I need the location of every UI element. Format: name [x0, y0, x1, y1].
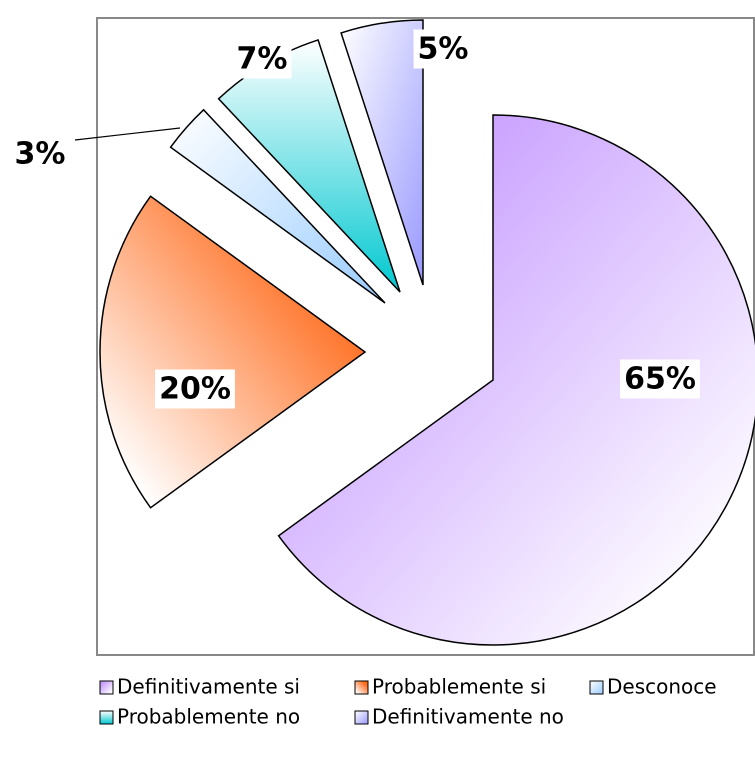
pie-slice [99, 195, 367, 509]
label-background [155, 369, 235, 409]
label-background [620, 359, 700, 399]
legend-swatch [589, 680, 604, 695]
legend-swatch [99, 680, 114, 695]
pie-slice [277, 114, 755, 646]
leader-line [74, 127, 181, 141]
legend-swatch [354, 680, 369, 695]
data-label: 65% [624, 362, 696, 397]
label-background [413, 29, 473, 69]
data-label: 5% [418, 32, 469, 67]
data-label: 20% [159, 372, 231, 407]
legend-label: Probablemente no [117, 705, 300, 729]
data-label: 7% [237, 42, 288, 77]
label-background [10, 134, 70, 174]
label-background [232, 39, 292, 79]
legend-label: Definitivamente no [372, 705, 564, 729]
pie-slice [340, 19, 424, 286]
legend-swatch [354, 710, 369, 725]
data-label: 3% [15, 137, 66, 172]
legend-label: Probablemente si [372, 675, 546, 699]
legend-label: Desconoce [607, 675, 717, 699]
legend-swatch [99, 710, 114, 725]
pie-slice [169, 108, 386, 304]
legend-label: Definitivamente si [117, 675, 300, 699]
